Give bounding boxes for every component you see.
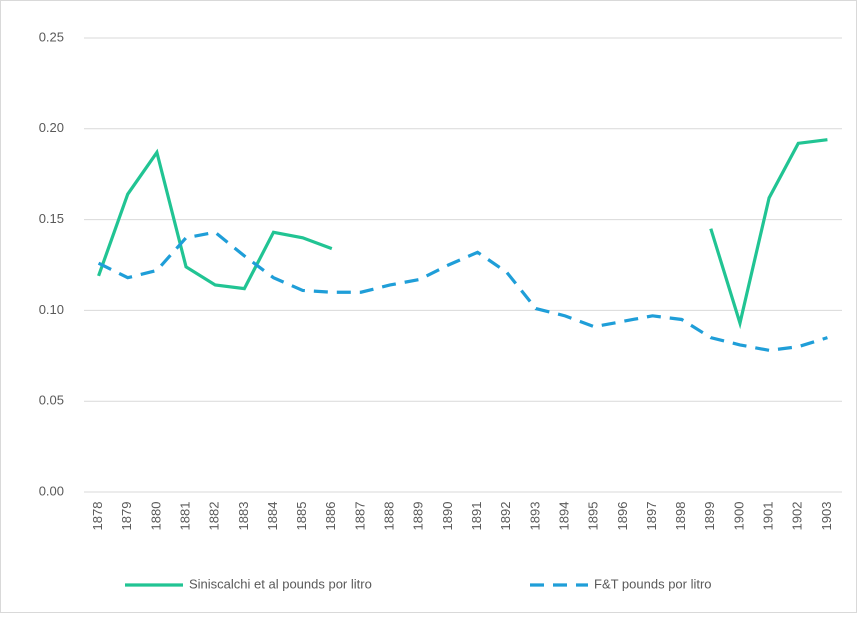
x-tick-label: 1885: [294, 502, 309, 531]
x-tick-label: 1894: [556, 502, 571, 531]
series-line: [97, 148, 333, 291]
x-tick-label: 1901: [761, 502, 776, 531]
x-tick-label: 1895: [586, 502, 601, 531]
legend-label: F&T pounds por litro: [594, 576, 712, 591]
series-line: [709, 138, 828, 330]
x-tick-label: 1880: [148, 502, 163, 531]
x-tick-label: 1898: [673, 502, 688, 531]
x-tick-label: 1893: [527, 502, 542, 531]
x-tick-label: 1886: [323, 502, 338, 531]
x-tick-label: 1882: [207, 502, 222, 531]
y-tick-label: 0.15: [39, 211, 64, 226]
x-tick-label: 1884: [265, 502, 280, 531]
y-tick-label: 0.10: [39, 302, 64, 317]
x-tick-label: 1888: [382, 502, 397, 531]
x-tick-label: 1892: [498, 502, 513, 531]
y-tick-label: 0.25: [39, 29, 64, 44]
x-tick-label: 1902: [790, 502, 805, 531]
y-tick-label: 0.05: [39, 393, 64, 408]
x-tick-label: 1900: [731, 502, 746, 531]
x-tick-label: 1896: [615, 502, 630, 531]
legend-label: Siniscalchi et al pounds por litro: [189, 576, 372, 591]
x-tick-label: 1879: [119, 502, 134, 531]
x-tick-label: 1897: [644, 502, 659, 531]
x-tick-label: 1889: [411, 502, 426, 531]
series-line: [97, 230, 828, 352]
x-tick-label: 1899: [702, 502, 717, 531]
x-tick-label: 1883: [236, 502, 251, 531]
x-tick-label: 1890: [440, 502, 455, 531]
x-tick-label: 1903: [819, 502, 834, 531]
y-tick-label: 0.20: [39, 120, 64, 135]
x-tick-label: 1887: [352, 502, 367, 531]
x-tick-label: 1891: [469, 502, 484, 531]
y-tick-label: 0.00: [39, 483, 64, 498]
x-tick-label: 1881: [177, 502, 192, 531]
x-tick-label: 1878: [90, 502, 105, 531]
